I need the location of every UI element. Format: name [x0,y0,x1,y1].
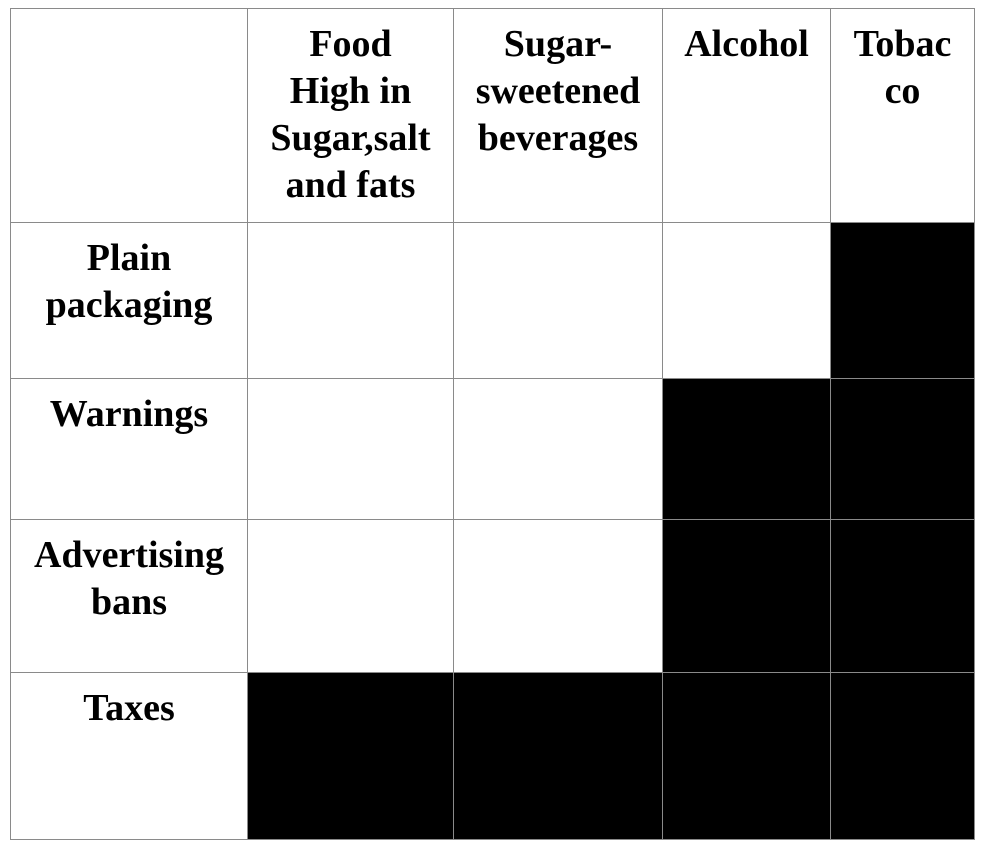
row-header-warnings: Warnings [10,378,248,520]
matrix-cell-empty [247,519,454,673]
column-header-food: Food High in Sugar,salt and fats [247,8,454,223]
column-header-line: and fats [285,164,416,206]
row-header-line: Advertising [34,534,224,576]
policy-matrix-table: Food High in Sugar,salt and fats Sugar- … [10,8,975,840]
header-row: Food High in Sugar,salt and fats Sugar- … [10,8,975,223]
row-header-taxes: Taxes [10,672,248,840]
row-header-line: Plain [86,237,172,279]
column-header-line: Food [309,23,392,65]
column-header-line: co [884,70,921,112]
row-header-line: bans [90,581,168,623]
matrix-cell-filled [662,378,831,520]
column-header-sugar-sweetened-beverages: Sugar- sweetened beverages [453,8,663,223]
row-header-line: Warnings [49,393,209,435]
column-header-line: Sugar- [503,23,613,65]
table-row-plain-packaging: Plain packaging [10,222,975,379]
matrix-cell-filled [453,672,663,840]
matrix-cell-filled [830,378,975,520]
table-row-advertising-bans: Advertising bans [10,519,975,673]
matrix-cell-filled [830,519,975,673]
table-row-taxes: Taxes [10,672,975,840]
corner-cell [10,8,248,223]
matrix-cell-empty [662,222,831,379]
matrix-cell-filled [830,222,975,379]
table-row-warnings: Warnings [10,378,975,520]
row-header-line: Taxes [83,687,175,729]
row-header-advertising-bans: Advertising bans [10,519,248,673]
matrix-cell-filled [830,672,975,840]
matrix-cell-empty [453,378,663,520]
row-header-line: packaging [45,284,213,326]
matrix-cell-empty [453,222,663,379]
column-header-line: Alcohol [684,23,809,65]
column-header-alcohol: Alcohol [662,8,831,223]
matrix-cell-filled [662,672,831,840]
matrix-cell-empty [247,378,454,520]
matrix-cell-empty [247,222,454,379]
matrix-cell-filled [247,672,454,840]
column-header-line: Sugar,salt [270,117,431,159]
column-header-line: Tobac [853,23,952,65]
column-header-line: beverages [477,117,639,159]
column-header-line: High in [289,70,412,112]
column-header-line: sweetened [475,70,641,112]
row-header-plain-packaging: Plain packaging [10,222,248,379]
column-header-tobacco: Tobac co [830,8,975,223]
matrix-cell-empty [453,519,663,673]
matrix-cell-filled [662,519,831,673]
